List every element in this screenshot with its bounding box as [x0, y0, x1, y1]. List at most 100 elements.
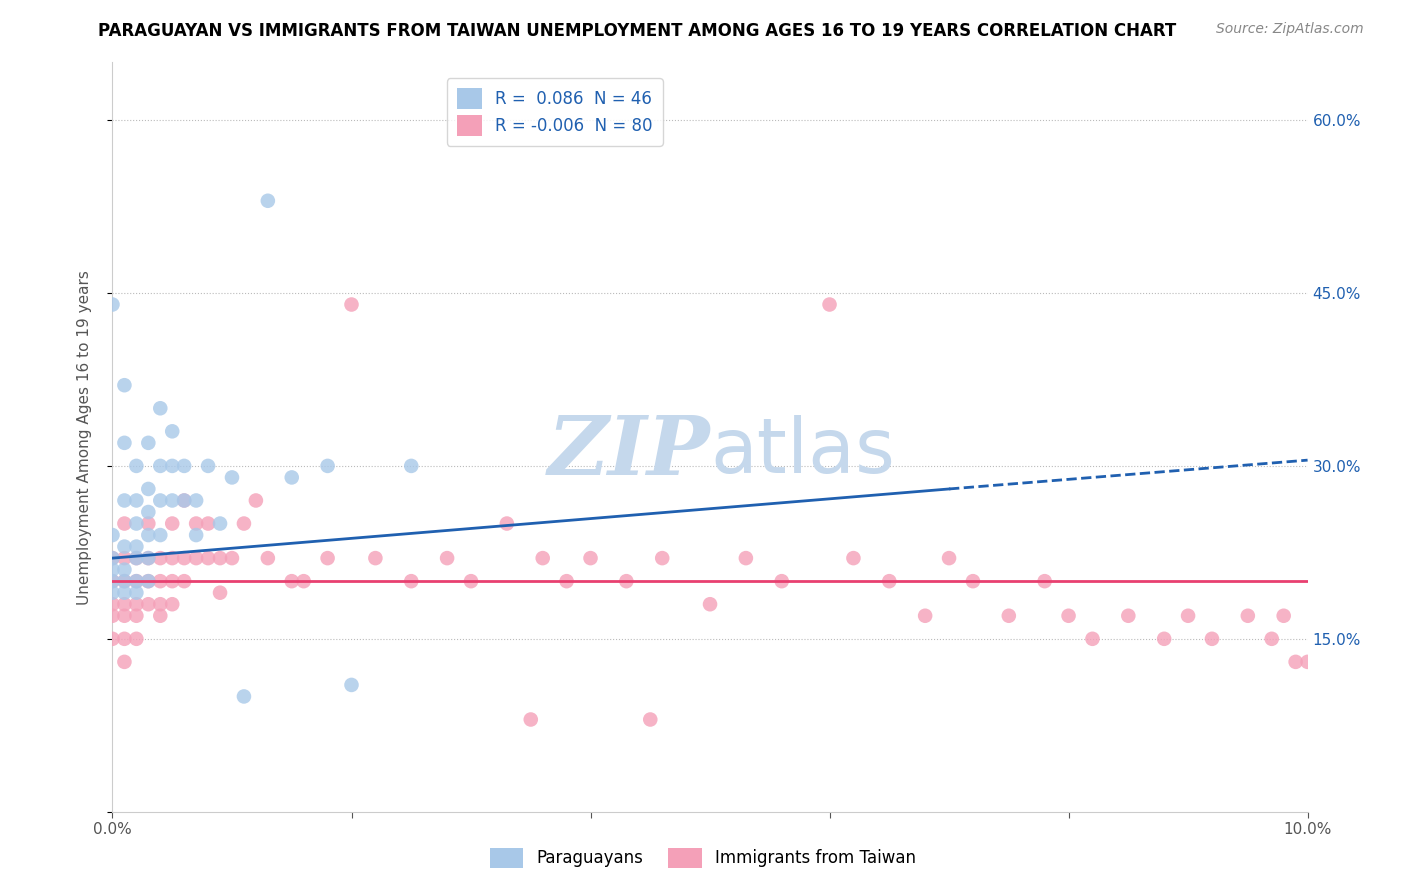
Point — [114, 632, 135, 646]
Point — [125, 540, 148, 554]
Point — [579, 551, 602, 566]
Point — [114, 597, 135, 611]
Point — [292, 574, 315, 589]
Point — [149, 574, 172, 589]
Point — [209, 585, 232, 599]
Point — [162, 574, 183, 589]
Point — [101, 608, 124, 623]
Point — [101, 632, 124, 646]
Legend: Paraguayans, Immigrants from Taiwan: Paraguayans, Immigrants from Taiwan — [484, 841, 922, 875]
Point — [101, 551, 124, 566]
Point — [138, 551, 160, 566]
Point — [101, 597, 124, 611]
Point — [125, 493, 148, 508]
Point — [101, 297, 124, 311]
Point — [197, 458, 219, 473]
Point — [1033, 574, 1056, 589]
Point — [173, 493, 195, 508]
Text: atlas: atlas — [710, 415, 894, 489]
Point — [962, 574, 984, 589]
Point — [125, 608, 148, 623]
Point — [699, 597, 721, 611]
Point — [186, 551, 208, 566]
Point — [555, 574, 578, 589]
Point — [114, 655, 135, 669]
Point — [186, 493, 208, 508]
Point — [197, 516, 219, 531]
Point — [162, 516, 183, 531]
Point — [1285, 655, 1308, 669]
Point — [101, 563, 124, 577]
Point — [879, 574, 901, 589]
Point — [114, 540, 135, 554]
Point — [209, 516, 232, 531]
Point — [138, 435, 160, 450]
Point — [114, 378, 135, 392]
Point — [842, 551, 865, 566]
Point — [340, 678, 363, 692]
Point — [149, 528, 172, 542]
Point — [221, 470, 243, 484]
Point — [173, 458, 195, 473]
Point — [162, 597, 183, 611]
Point — [281, 470, 304, 484]
Text: PARAGUAYAN VS IMMIGRANTS FROM TAIWAN UNEMPLOYMENT AMONG AGES 16 TO 19 YEARS CORR: PARAGUAYAN VS IMMIGRANTS FROM TAIWAN UNE… — [98, 22, 1177, 40]
Point — [770, 574, 793, 589]
Point — [233, 516, 256, 531]
Point — [138, 528, 160, 542]
Point — [1201, 632, 1223, 646]
Point — [114, 435, 135, 450]
Point — [818, 297, 841, 311]
Point — [257, 194, 280, 208]
Point — [101, 528, 124, 542]
Point — [1261, 632, 1284, 646]
Point — [460, 574, 482, 589]
Point — [162, 551, 183, 566]
Point — [496, 516, 519, 531]
Point — [1081, 632, 1104, 646]
Point — [162, 425, 183, 439]
Point — [138, 551, 160, 566]
Point — [101, 585, 124, 599]
Point — [162, 493, 183, 508]
Point — [125, 574, 148, 589]
Point — [138, 516, 160, 531]
Point — [436, 551, 458, 566]
Point — [125, 574, 148, 589]
Point — [998, 608, 1021, 623]
Point — [914, 608, 936, 623]
Point — [364, 551, 387, 566]
Point — [125, 458, 148, 473]
Point — [114, 551, 135, 566]
Y-axis label: Unemployment Among Ages 16 to 19 years: Unemployment Among Ages 16 to 19 years — [77, 269, 91, 605]
Point — [149, 493, 172, 508]
Point — [114, 608, 135, 623]
Point — [1057, 608, 1080, 623]
Point — [138, 574, 160, 589]
Point — [114, 563, 135, 577]
Point — [149, 597, 172, 611]
Point — [149, 551, 172, 566]
Point — [114, 585, 135, 599]
Point — [651, 551, 673, 566]
Point — [616, 574, 638, 589]
Point — [173, 574, 195, 589]
Point — [257, 551, 280, 566]
Text: Source: ZipAtlas.com: Source: ZipAtlas.com — [1216, 22, 1364, 37]
Point — [316, 551, 339, 566]
Point — [735, 551, 758, 566]
Point — [197, 551, 219, 566]
Point — [114, 493, 135, 508]
Point — [173, 551, 195, 566]
Point — [101, 574, 124, 589]
Point — [149, 458, 172, 473]
Point — [114, 574, 135, 589]
Point — [125, 585, 148, 599]
Text: ZIP: ZIP — [547, 412, 710, 492]
Point — [531, 551, 554, 566]
Point — [401, 574, 423, 589]
Point — [1118, 608, 1140, 623]
Legend: R =  0.086  N = 46, R = -0.006  N = 80: R = 0.086 N = 46, R = -0.006 N = 80 — [447, 78, 662, 145]
Point — [125, 551, 148, 566]
Point — [640, 713, 662, 727]
